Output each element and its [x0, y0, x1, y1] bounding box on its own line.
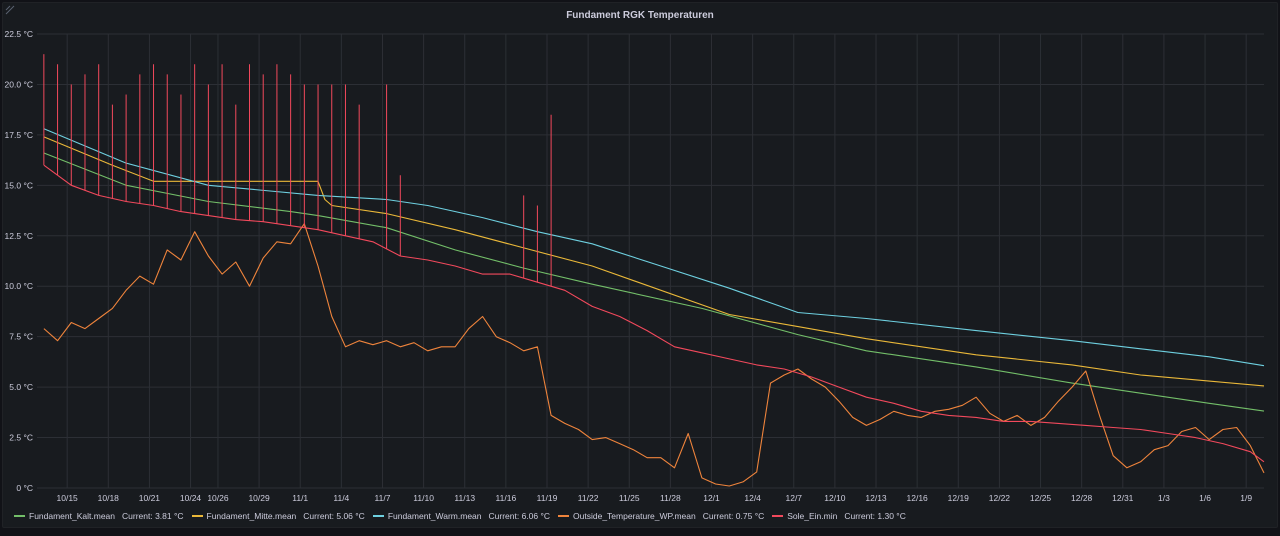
legend-swatch: [772, 515, 784, 517]
x-tick-label: 10/18: [98, 493, 120, 503]
y-tick-label: 10.0 °C: [5, 281, 33, 291]
x-tick-label: 1/3: [1158, 493, 1170, 503]
x-tick-label: 12/4: [744, 493, 761, 503]
x-tick-label: 11/4: [333, 493, 349, 503]
legend-label: Fundament_Mitte.mean: [206, 511, 297, 521]
resize-corner-icon[interactable]: [5, 5, 15, 15]
x-tick-label: 11/25: [619, 493, 640, 503]
x-tick-label: 1/9: [1240, 493, 1252, 503]
x-tick-label: 12/10: [824, 493, 846, 503]
legend-item-fundament-kalt[interactable]: Fundament_Kalt.mean Current: 3.81 °C: [14, 511, 184, 521]
x-tick-label: 12/16: [907, 493, 929, 503]
x-tick-label: 12/22: [989, 493, 1011, 503]
legend-label: Outside_Temperature_WP.mean: [573, 511, 696, 521]
x-tick-label: 11/1: [292, 493, 308, 503]
legend-label: Sole_Ein.min: [787, 511, 838, 521]
y-tick-label: 7.5 °C: [9, 332, 33, 342]
legend-swatch: [558, 515, 570, 517]
series-line-outside-temperature-wp-mean: [43, 223, 1265, 487]
legend-swatch: [372, 515, 384, 517]
x-tick-label: 11/16: [496, 493, 517, 503]
legend-current: Current: 5.06 °C: [303, 511, 365, 521]
legend-swatch: [191, 515, 203, 517]
y-tick-label: 0 °C: [16, 483, 33, 493]
x-tick-label: 11/28: [660, 493, 681, 503]
x-tick-label: 11/7: [375, 493, 391, 503]
legend-label: Fundament_Warm.mean: [387, 511, 482, 521]
x-tick-label: 10/21: [139, 493, 161, 503]
x-tick-label: 12/28: [1071, 493, 1093, 503]
series-line-fundament-mitte-mean: [43, 136, 1265, 387]
series-line-sole-ein-min: [43, 164, 1265, 463]
legend-item-fundament-mitte[interactable]: Fundament_Mitte.mean Current: 5.06 °C: [191, 511, 365, 521]
x-tick-label: 11/22: [578, 493, 599, 503]
x-tick-label: 12/25: [1030, 493, 1052, 503]
series-line-fundament-kalt-mean: [43, 152, 1265, 412]
x-tick-label: 12/13: [865, 493, 887, 503]
x-tick-label: 12/1: [703, 493, 720, 503]
legend-label: Fundament_Kalt.mean: [29, 511, 115, 521]
legend-swatch: [14, 515, 25, 517]
x-tick-label: 12/7: [785, 493, 802, 503]
x-tick-label: 11/19: [537, 493, 558, 503]
x-tick-label: 10/24: [180, 493, 202, 503]
legend-current: Current: 6.06 °C: [488, 511, 551, 521]
x-tick-label: 12/19: [948, 493, 970, 503]
x-tick-label: 1/6: [1199, 493, 1211, 503]
y-tick-label: 12.5 °C: [5, 231, 33, 241]
legend-item-sole-ein[interactable]: Sole_Ein.min Current: 1.30 °C: [772, 511, 906, 521]
series-line-fundament-warm-mean: [43, 128, 1265, 367]
legend-item-outside-temperature[interactable]: Outside_Temperature_WP.mean Current: 0.7…: [558, 511, 764, 521]
panel-title[interactable]: Fundament RGK Temperaturen: [566, 10, 714, 21]
legend-current: Current: 1.30 °C: [844, 511, 906, 521]
y-tick-label: 15.0 °C: [5, 180, 33, 190]
legend-current: Current: 3.81 °C: [122, 511, 184, 521]
x-tick-label: 10/26: [207, 493, 229, 503]
x-tick-label: 10/15: [57, 493, 79, 503]
x-tick-label: 11/10: [413, 493, 434, 503]
y-tick-label: 2.5 °C: [9, 433, 33, 443]
legend: Fundament_Kalt.mean Current: 3.81 °C Fun…: [14, 511, 906, 521]
y-tick-label: 20.0 °C: [5, 79, 33, 89]
legend-item-fundament-warm[interactable]: Fundament_Warm.mean Current: 6.06 °C: [372, 511, 551, 521]
y-tick-label: 22.5 °C: [5, 29, 33, 39]
y-tick-label: 5.0 °C: [9, 382, 33, 392]
y-tick-label: 17.5 °C: [5, 130, 33, 140]
x-tick-label: 11/13: [454, 493, 475, 503]
legend-current: Current: 0.75 °C: [702, 511, 765, 521]
x-tick-label: 10/29: [248, 493, 270, 503]
x-tick-label: 12/31: [1112, 493, 1134, 503]
